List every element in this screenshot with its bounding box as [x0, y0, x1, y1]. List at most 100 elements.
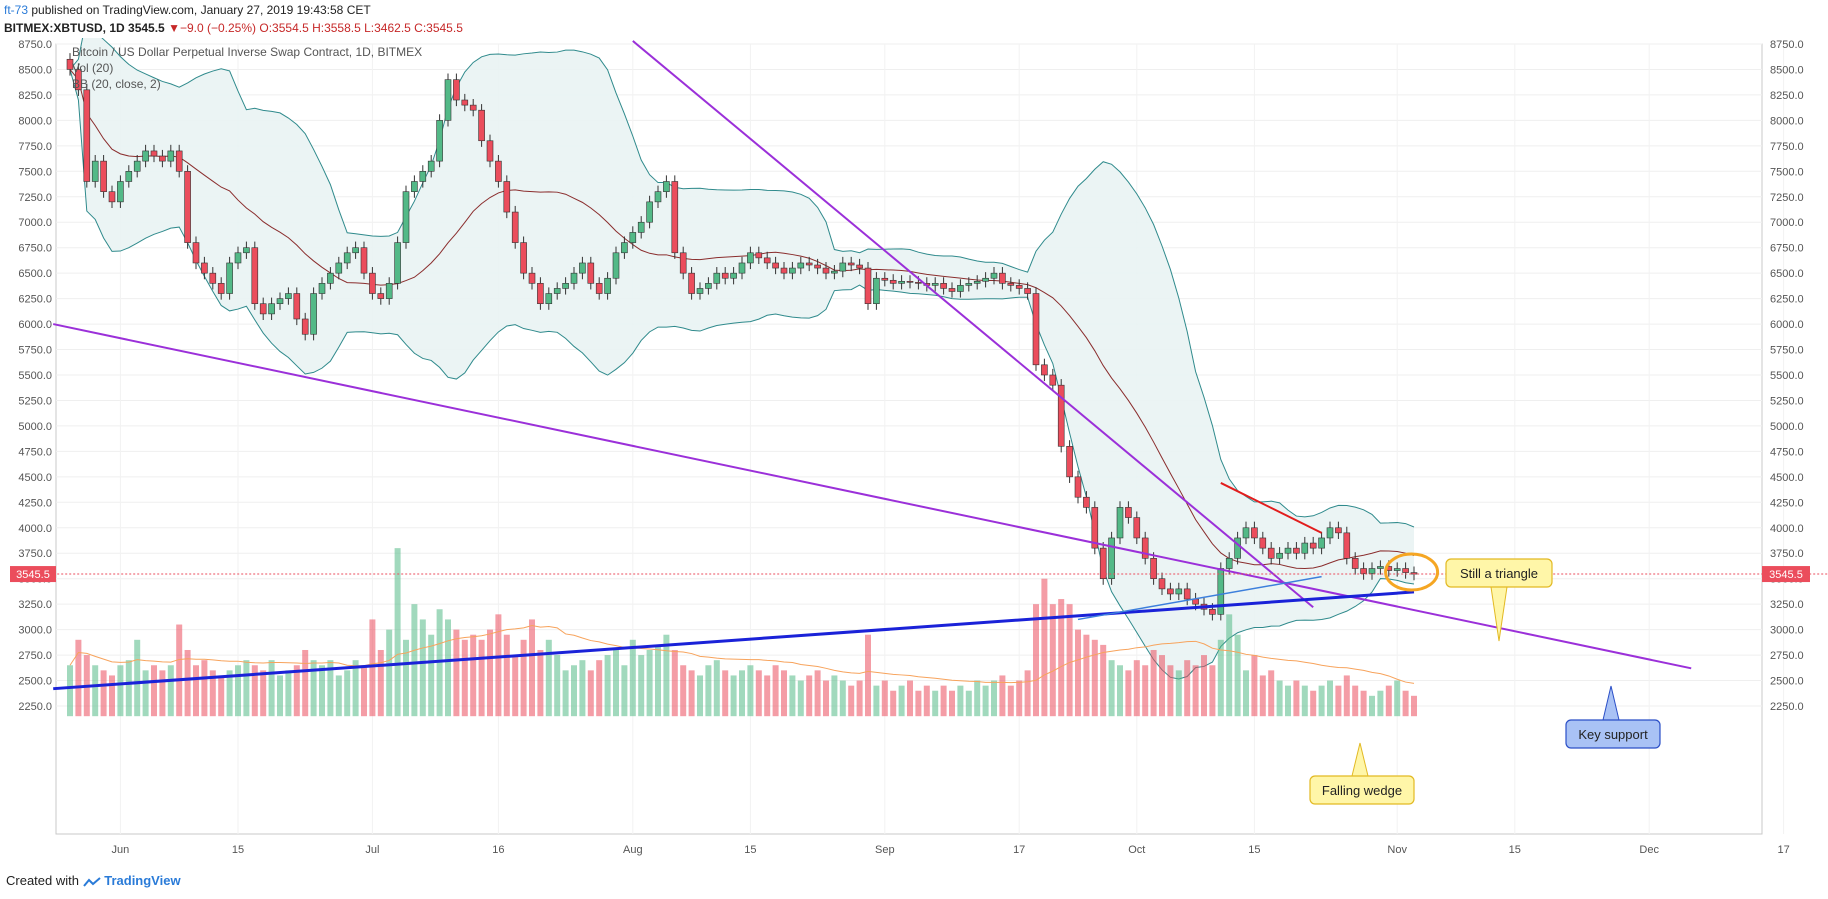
volume-bar: [445, 619, 451, 717]
candle: [1402, 562, 1409, 579]
candle: [948, 282, 956, 298]
candle-body: [427, 160, 435, 172]
x-tick-label: Nov: [1387, 844, 1407, 856]
volume-bar: [797, 680, 804, 717]
volume-bar: [394, 548, 401, 717]
candle: [1074, 470, 1082, 504]
candle-body: [100, 160, 107, 192]
right-tick-label: 7750.0: [1770, 141, 1804, 153]
tradingview-link[interactable]: TradingView: [104, 873, 181, 888]
x-tick-label: Oct: [1128, 844, 1145, 856]
right-tick-label: 2500.0: [1770, 676, 1804, 688]
candle-body: [873, 277, 880, 305]
bb-fill: [70, 38, 1414, 679]
candle: [881, 272, 889, 287]
volume-bar: [403, 639, 409, 717]
candle: [461, 93, 469, 112]
candle: [1057, 379, 1065, 453]
candle: [217, 277, 225, 300]
candle: [1183, 582, 1191, 606]
volume-bar: [1343, 675, 1350, 717]
candle: [75, 63, 82, 96]
candle: [1326, 521, 1334, 545]
volume-bar: [361, 665, 367, 717]
chart-title: Bitcoin / US Dollar Perpetual Inverse Sw…: [72, 45, 422, 59]
candle: [520, 236, 527, 280]
volume-bar: [1369, 695, 1375, 717]
candle: [621, 236, 628, 259]
candle-body: [461, 99, 469, 106]
author-link[interactable]: ft-73: [4, 3, 29, 17]
candle-body: [1326, 527, 1334, 539]
candle-body: [1360, 568, 1367, 574]
candle: [66, 53, 74, 76]
volume-bars: [67, 548, 1417, 717]
candle-body: [864, 267, 872, 305]
candle: [1083, 491, 1090, 514]
volume-bar: [92, 665, 99, 717]
candle-body: [201, 262, 208, 274]
candle-body: [545, 293, 553, 305]
wedge-callout-box: [1309, 775, 1415, 805]
right-tick-label: 2750.0: [1770, 650, 1804, 662]
volume-bar: [193, 665, 199, 717]
candle: [511, 205, 519, 249]
grid: [56, 43, 1785, 834]
candle-body: [805, 262, 813, 266]
volume-bar: [1285, 685, 1291, 717]
volume-bar: [1083, 634, 1090, 717]
candle-body: [91, 160, 99, 182]
candle: [1242, 521, 1250, 545]
candle-body: [931, 283, 939, 286]
candle: [889, 274, 897, 290]
volume-bar: [487, 629, 493, 717]
candle: [360, 241, 368, 280]
candle-body: [335, 262, 343, 274]
candle-body: [772, 262, 779, 269]
candle: [679, 246, 687, 280]
candle: [663, 175, 670, 198]
candle-body: [1276, 552, 1283, 559]
publish-text: published on TradingView.com, January 27…: [31, 3, 371, 17]
candle: [83, 83, 91, 188]
volume-bar: [209, 670, 216, 717]
volume-bar: [823, 680, 829, 717]
volume-bar: [218, 675, 225, 717]
candle-body: [234, 252, 242, 264]
left-tick-label: 3750.0: [18, 548, 52, 560]
candle-body: [83, 89, 91, 182]
volume-bar: [856, 680, 863, 717]
volume-bar: [1377, 690, 1384, 717]
volume-bar: [1049, 604, 1056, 717]
publish-line: ft-73 published on TradingView.com, Janu…: [4, 3, 371, 17]
volume-bar: [1175, 670, 1182, 717]
right-tick-label: 2250.0: [1770, 701, 1804, 713]
volume-bar: [1411, 695, 1417, 717]
candle-body: [1049, 374, 1057, 386]
right-tick-label: 7500.0: [1770, 166, 1804, 178]
volume-bar: [621, 665, 628, 717]
candle: [537, 277, 544, 310]
candle-body: [184, 171, 191, 243]
candle: [1360, 562, 1367, 580]
candle-body: [621, 242, 628, 254]
volume-bar: [1335, 685, 1342, 717]
volume-bar: [277, 675, 283, 717]
candle: [310, 287, 317, 341]
candle-body: [66, 58, 74, 70]
x-tick-label: Sep: [875, 844, 895, 856]
candle: [268, 297, 275, 321]
candle: [117, 175, 124, 208]
volume-bar: [1226, 614, 1233, 717]
volume-bar: [965, 690, 972, 717]
candle: [427, 155, 435, 178]
candle-body: [419, 171, 427, 182]
volume-bar: [411, 604, 418, 717]
candle-body: [192, 242, 200, 264]
price-chart[interactable]: 2250.02500.02750.03000.03250.03500.03750…: [0, 38, 1828, 868]
candle-body: [243, 247, 250, 254]
volume-bar: [1016, 680, 1023, 717]
volume-bar: [1058, 599, 1065, 717]
wedge-callout: Falling wedge: [1309, 742, 1415, 805]
volume-bar: [369, 619, 376, 717]
